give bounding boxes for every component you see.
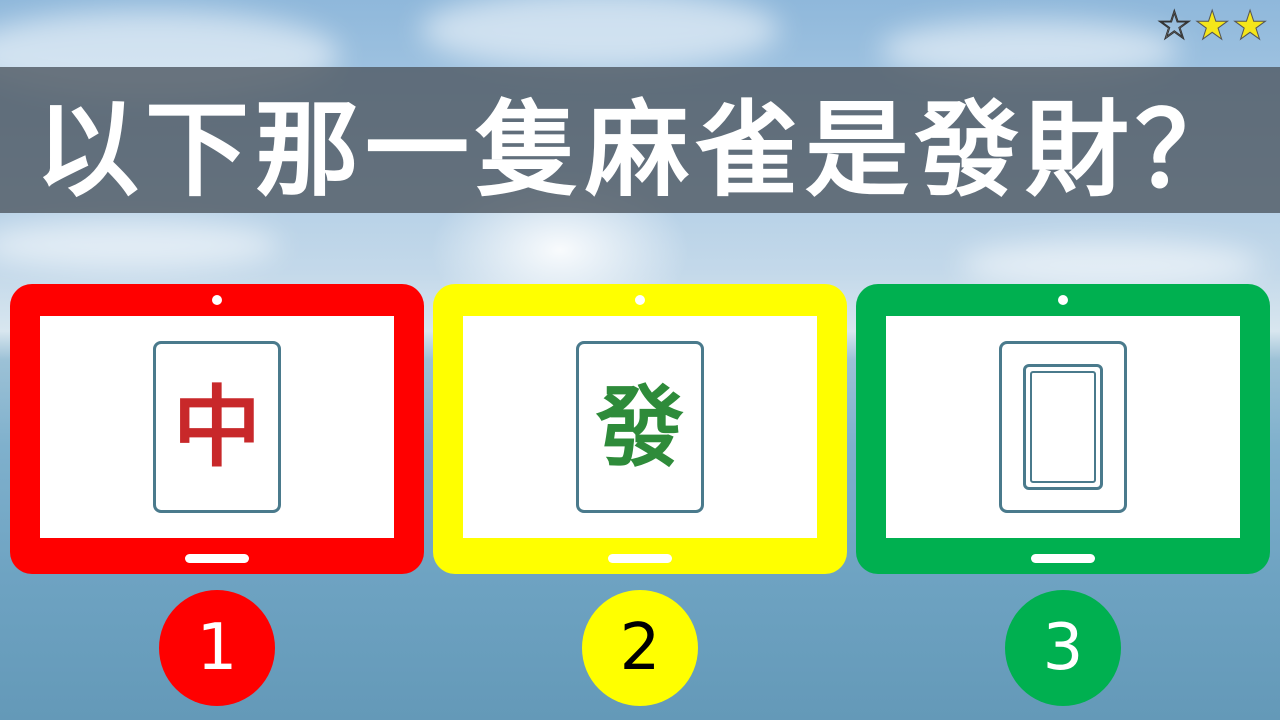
option-2-badge[interactable]: 2 [582, 590, 698, 706]
cloud [0, 220, 280, 270]
tablet-home-button [1031, 554, 1095, 563]
mahjong-tile-red-dragon: 中 [153, 341, 281, 513]
tile-character: 中 [172, 375, 261, 479]
option-1-card[interactable]: 中 [10, 284, 424, 574]
option-3-card[interactable] [856, 284, 1270, 574]
tablet-screen [886, 316, 1240, 538]
cloud [420, 0, 780, 70]
tile-character: 發 [595, 375, 684, 479]
option-number: 3 [1042, 611, 1084, 685]
tablet-camera-dot [1058, 295, 1068, 305]
tile-frame-border [1023, 364, 1103, 490]
tablet-camera-dot [212, 295, 222, 305]
difficulty-stars: ☆ ★ ★ [1156, 3, 1269, 49]
star-empty-icon: ☆ [1156, 3, 1193, 49]
option-number: 2 [619, 611, 661, 685]
mahjong-tile-white-dragon [999, 341, 1127, 513]
mahjong-tile-green-dragon: 發 [576, 341, 704, 513]
tablet-home-button [608, 554, 672, 563]
option-number: 1 [196, 611, 238, 685]
star-filled-icon: ★ [1232, 3, 1269, 49]
cloud [960, 240, 1260, 290]
option-2-card[interactable]: 發 [433, 284, 847, 574]
star-filled-icon: ★ [1194, 3, 1231, 49]
tablet-camera-dot [635, 295, 645, 305]
option-1-badge[interactable]: 1 [159, 590, 275, 706]
question-title: 以下那一隻麻雀是發財？ [34, 88, 1245, 211]
option-3-badge[interactable]: 3 [1005, 590, 1121, 706]
question-banner: 以下那一隻麻雀是發財？ [0, 67, 1280, 213]
tablet-home-button [185, 554, 249, 563]
tablet-screen: 中 [40, 316, 394, 538]
tile-frame-inner-border [1030, 371, 1096, 483]
tablet-screen: 發 [463, 316, 817, 538]
